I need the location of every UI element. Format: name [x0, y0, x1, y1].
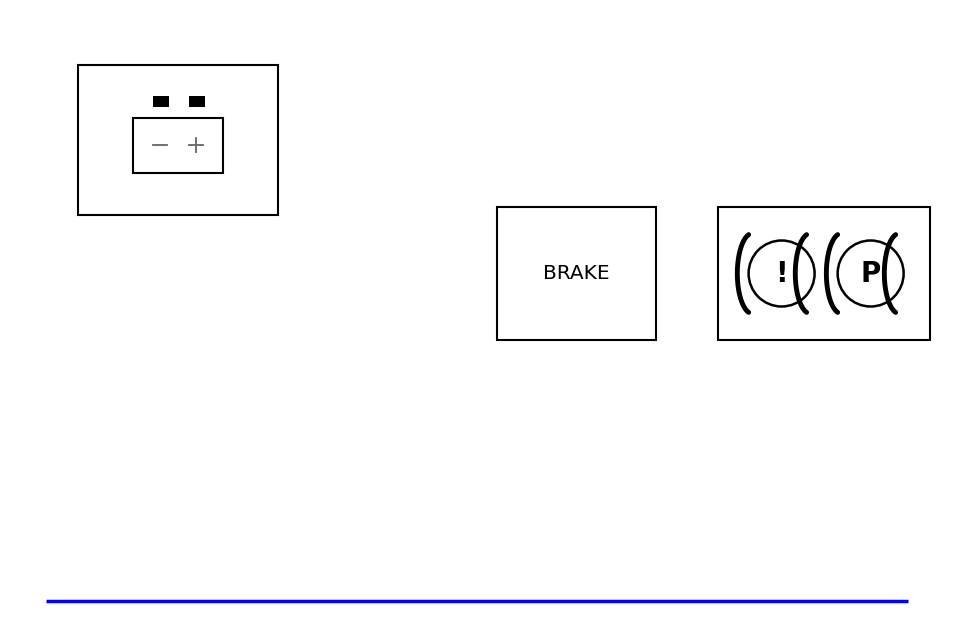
Bar: [132, 118, 223, 172]
Bar: [189, 95, 205, 106]
Bar: [718, 207, 929, 340]
Text: P: P: [860, 259, 880, 287]
Circle shape: [837, 240, 902, 307]
Bar: [497, 207, 656, 340]
Circle shape: [748, 240, 814, 307]
Bar: [78, 65, 277, 215]
Bar: [152, 95, 169, 106]
Text: BRAKE: BRAKE: [542, 264, 609, 283]
Text: !: !: [775, 259, 787, 287]
